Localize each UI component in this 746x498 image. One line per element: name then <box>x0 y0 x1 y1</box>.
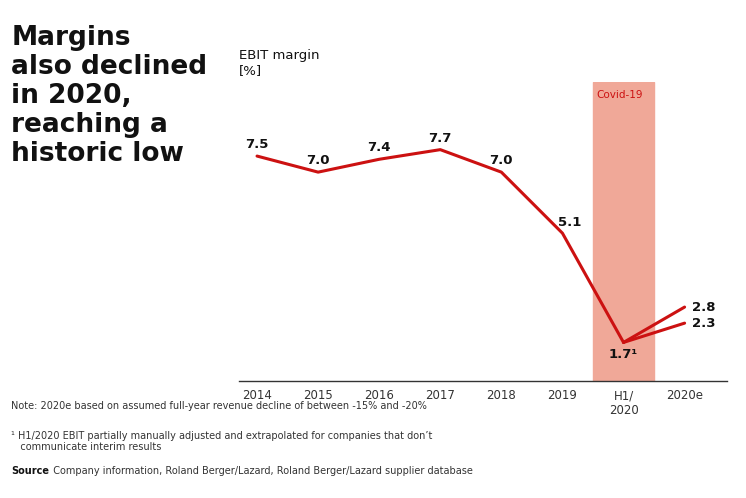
Text: Company information, Roland Berger/Lazard, Roland Berger/Lazard supplier databas: Company information, Roland Berger/Lazar… <box>47 466 473 476</box>
Text: 7.0: 7.0 <box>307 154 330 167</box>
Text: 5.1: 5.1 <box>558 216 581 229</box>
Text: 2.3: 2.3 <box>692 317 715 330</box>
Text: Margins
also declined
in 2020,
reaching a
historic low: Margins also declined in 2020, reaching … <box>11 25 207 167</box>
Text: 7.0: 7.0 <box>489 154 513 167</box>
Bar <box>593 82 654 381</box>
Text: Covid-19: Covid-19 <box>596 90 642 100</box>
Text: Source: Source <box>11 466 49 476</box>
Text: 2.8: 2.8 <box>692 301 715 314</box>
Text: EBIT margin: EBIT margin <box>239 49 319 62</box>
Text: 1.7¹: 1.7¹ <box>609 348 638 361</box>
Text: 7.5: 7.5 <box>245 138 269 151</box>
Text: 7.4: 7.4 <box>368 141 391 154</box>
Text: Note: 2020e based on assumed full-year revenue decline of between -15% and -20%: Note: 2020e based on assumed full-year r… <box>11 401 427 411</box>
Text: [%]: [%] <box>239 64 262 77</box>
Text: ¹ H1/2020 EBIT partially manually adjusted and extrapolated for companies that d: ¹ H1/2020 EBIT partially manually adjust… <box>11 431 433 452</box>
Text: 7.7: 7.7 <box>429 132 452 145</box>
